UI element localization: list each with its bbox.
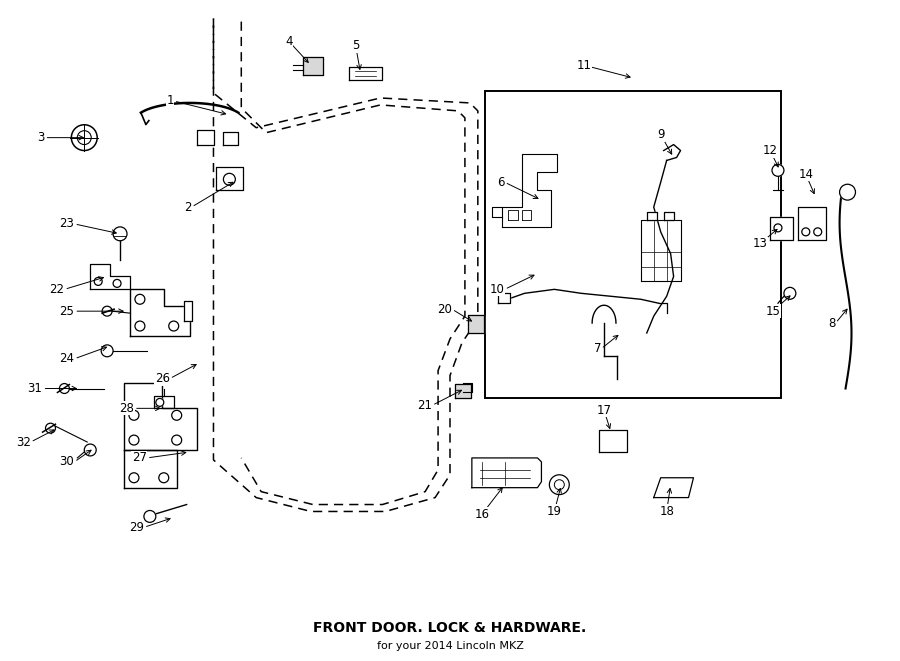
Circle shape <box>144 510 156 522</box>
Polygon shape <box>154 397 174 408</box>
Circle shape <box>85 444 96 456</box>
Text: 28: 28 <box>119 402 134 415</box>
Text: 2: 2 <box>184 200 192 214</box>
Circle shape <box>168 321 179 331</box>
Circle shape <box>135 294 145 304</box>
Polygon shape <box>498 293 509 303</box>
Text: 26: 26 <box>155 372 170 385</box>
Text: 25: 25 <box>59 305 75 318</box>
Polygon shape <box>130 290 190 336</box>
Text: 4: 4 <box>285 35 292 48</box>
Text: 10: 10 <box>490 283 505 296</box>
Text: 19: 19 <box>547 505 562 518</box>
Circle shape <box>802 228 810 236</box>
Polygon shape <box>184 301 192 321</box>
Polygon shape <box>647 212 657 220</box>
Circle shape <box>129 473 139 483</box>
Polygon shape <box>455 383 471 399</box>
Polygon shape <box>217 167 243 190</box>
Polygon shape <box>663 212 673 220</box>
Circle shape <box>172 410 182 420</box>
Bar <box>485 91 781 399</box>
Circle shape <box>772 165 784 176</box>
Circle shape <box>784 288 796 299</box>
Circle shape <box>156 399 164 407</box>
Text: 23: 23 <box>59 217 75 231</box>
Text: 22: 22 <box>50 283 65 296</box>
Text: 6: 6 <box>497 176 505 189</box>
Circle shape <box>77 131 91 145</box>
Polygon shape <box>641 220 680 282</box>
Circle shape <box>549 475 570 494</box>
Circle shape <box>129 435 139 445</box>
Circle shape <box>103 306 112 316</box>
Text: 14: 14 <box>798 168 814 181</box>
Circle shape <box>774 224 782 232</box>
Circle shape <box>158 473 168 483</box>
Circle shape <box>113 227 127 241</box>
Text: 27: 27 <box>132 451 147 465</box>
Circle shape <box>554 480 564 490</box>
Text: 7: 7 <box>594 342 601 356</box>
Text: 29: 29 <box>129 521 144 534</box>
Circle shape <box>814 228 822 236</box>
Polygon shape <box>770 217 793 240</box>
Text: 30: 30 <box>59 455 75 469</box>
Text: 12: 12 <box>762 144 778 157</box>
Text: 15: 15 <box>766 305 780 318</box>
Polygon shape <box>501 155 557 227</box>
Text: 16: 16 <box>474 508 490 521</box>
Text: 31: 31 <box>28 382 42 395</box>
Text: for your 2014 Lincoln MKZ: for your 2014 Lincoln MKZ <box>376 641 524 651</box>
Circle shape <box>172 435 182 445</box>
Polygon shape <box>472 458 542 488</box>
Polygon shape <box>797 207 825 240</box>
Polygon shape <box>223 132 238 145</box>
Text: 8: 8 <box>828 317 835 330</box>
Text: 20: 20 <box>437 303 452 316</box>
Text: 13: 13 <box>752 237 768 251</box>
Circle shape <box>71 125 97 151</box>
Circle shape <box>840 184 856 200</box>
Text: 5: 5 <box>352 39 359 52</box>
Circle shape <box>135 321 145 331</box>
Text: 32: 32 <box>15 436 31 449</box>
Polygon shape <box>90 264 130 290</box>
Circle shape <box>101 345 113 357</box>
Text: 11: 11 <box>577 59 591 72</box>
Circle shape <box>46 423 56 433</box>
Polygon shape <box>468 315 484 333</box>
Text: 24: 24 <box>59 352 75 366</box>
Text: 1: 1 <box>166 95 174 108</box>
Text: 21: 21 <box>417 399 432 412</box>
Polygon shape <box>124 450 176 488</box>
Polygon shape <box>303 58 323 75</box>
Polygon shape <box>124 383 196 450</box>
Text: 17: 17 <box>597 404 611 417</box>
Circle shape <box>94 278 103 286</box>
Circle shape <box>59 383 69 393</box>
Polygon shape <box>653 478 694 498</box>
Text: 3: 3 <box>37 131 44 144</box>
Polygon shape <box>196 130 214 145</box>
Polygon shape <box>599 430 627 452</box>
Circle shape <box>223 173 235 185</box>
Text: 9: 9 <box>657 128 664 141</box>
Text: FRONT DOOR. LOCK & HARDWARE.: FRONT DOOR. LOCK & HARDWARE. <box>313 621 587 635</box>
Text: 18: 18 <box>659 505 674 518</box>
Circle shape <box>129 410 139 420</box>
Circle shape <box>113 280 121 288</box>
Polygon shape <box>348 67 382 80</box>
